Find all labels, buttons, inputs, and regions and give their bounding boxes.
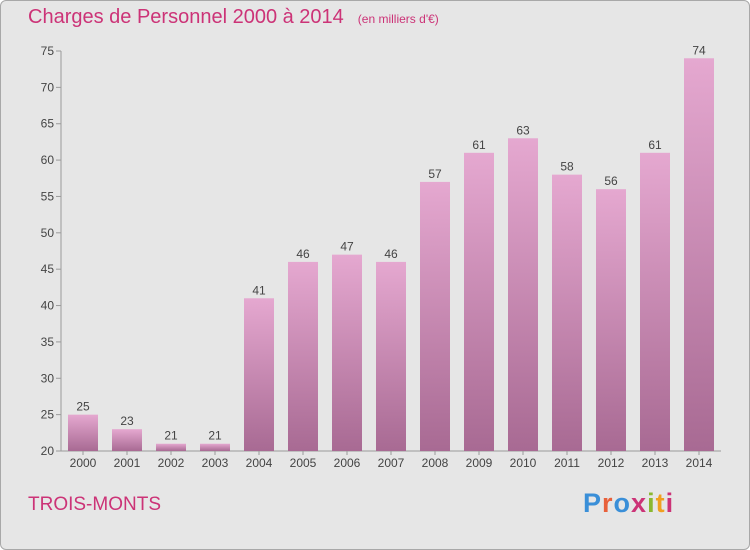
bar [244, 298, 274, 451]
bar-value-label: 25 [76, 400, 90, 414]
bar-value-label: 23 [120, 414, 134, 428]
bar-value-label: 56 [604, 174, 618, 188]
x-tick-label: 2005 [290, 456, 317, 470]
x-tick-label: 2003 [202, 456, 229, 470]
x-tick-label: 2011 [554, 456, 580, 470]
x-tick-label: 2007 [378, 456, 405, 470]
logo-letter: i [647, 488, 656, 518]
bar-value-label: 57 [428, 167, 442, 181]
y-tick-label: 45 [41, 262, 55, 276]
chart-subtitle: (en milliers d'€) [357, 12, 439, 26]
x-tick-label: 2002 [158, 456, 185, 470]
logo-letter: x [631, 488, 648, 518]
logo-letter: i [665, 488, 675, 518]
y-tick-label: 50 [41, 226, 55, 240]
bar-value-label: 21 [164, 429, 178, 443]
logo-letter: o [613, 488, 632, 518]
bar [332, 254, 362, 451]
logo-letter: P [583, 488, 603, 518]
logo-letter: r [602, 488, 614, 518]
proxiti-logo: Proxiti [583, 488, 674, 519]
bar [288, 261, 318, 451]
y-tick-label: 25 [41, 408, 55, 422]
y-tick-label: 40 [41, 299, 55, 313]
y-tick-label: 55 [41, 189, 55, 203]
logo-letter: t [655, 488, 666, 518]
bar [112, 429, 142, 451]
bar [200, 443, 230, 451]
bar [552, 174, 582, 452]
commune-name: TROIS-MONTS [28, 494, 161, 515]
bar [684, 58, 714, 451]
bar-value-label: 61 [472, 138, 486, 152]
bar [376, 261, 406, 451]
y-tick-label: 20 [41, 444, 55, 458]
bar-value-label: 47 [340, 240, 354, 254]
x-tick-label: 2009 [466, 456, 493, 470]
x-tick-label: 2013 [642, 456, 669, 470]
bar-value-label: 46 [384, 247, 398, 261]
bars: 25 23 21 21 41 46 47 46 57 61 63 58 56 61 74 [68, 43, 714, 452]
bar-value-label: 58 [560, 160, 574, 174]
y-tick-label: 75 [41, 44, 55, 58]
bar [68, 414, 98, 451]
bar [640, 152, 670, 451]
bar [464, 152, 494, 451]
y-tick-label: 35 [41, 335, 55, 349]
y-tick-label: 70 [41, 80, 55, 94]
bar-value-label: 61 [648, 138, 662, 152]
bar-value-label: 46 [296, 247, 310, 261]
chart-title: Charges de Personnel 2000 à 2014 (en mill… [28, 6, 439, 29]
bar [508, 138, 538, 452]
bar-value-label: 63 [516, 123, 530, 137]
x-axis: 2000 2001 2002 2003 2004 2005 2006 2007 2008 2009… [70, 451, 713, 470]
x-tick-label: 2010 [510, 456, 537, 470]
x-tick-label: 2014 [686, 456, 713, 470]
bar-value-label: 21 [208, 429, 222, 443]
chart-title-text: Charges de Personnel 2000 à 2014 [28, 6, 344, 28]
y-axis: 20 25 30 35 40 45 50 55 60 65 70 75 [41, 44, 61, 458]
bar-value-label: 74 [692, 43, 706, 57]
x-tick-label: 2004 [246, 456, 273, 470]
bar [596, 189, 626, 451]
x-tick-label: 2012 [598, 456, 625, 470]
y-tick-label: 60 [41, 153, 55, 167]
x-tick-label: 2008 [422, 456, 449, 470]
x-tick-label: 2006 [334, 456, 361, 470]
x-tick-label: 2001 [114, 456, 141, 470]
bar [156, 443, 186, 451]
bar [420, 181, 450, 451]
x-tick-label: 2000 [70, 456, 97, 470]
y-tick-label: 65 [41, 117, 55, 131]
y-tick-label: 30 [41, 371, 55, 385]
bar-value-label: 41 [252, 283, 266, 297]
